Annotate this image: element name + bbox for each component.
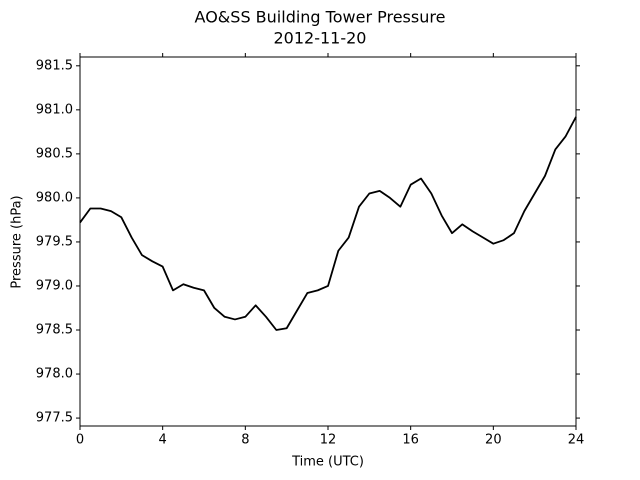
y-tick-label: 980.5 xyxy=(36,146,73,161)
y-tick-label: 979.5 xyxy=(36,234,73,249)
y-tick-label: 980.0 xyxy=(36,190,73,205)
y-tick-label: 981.0 xyxy=(36,102,73,117)
x-tick-label: 16 xyxy=(402,433,419,448)
y-tick-label: 977.5 xyxy=(36,411,73,426)
y-tick-label: 979.0 xyxy=(36,278,73,293)
x-tick-label: 12 xyxy=(320,433,337,448)
y-axis-label: Pressure (hPa) xyxy=(10,195,25,288)
chart-subtitle: 2012-11-20 xyxy=(274,29,367,48)
y-tick-label: 981.5 xyxy=(36,58,73,73)
x-tick-label: 0 xyxy=(76,433,84,448)
line-series xyxy=(79,116,577,331)
x-tick-label: 20 xyxy=(485,433,502,448)
x-tick-label: 8 xyxy=(241,433,249,448)
x-axis-label: Time (UTC) xyxy=(291,455,364,470)
y-tick-label: 978.5 xyxy=(36,323,73,338)
y-tick-label: 978.0 xyxy=(36,367,73,382)
chart-title: AO&SS Building Tower Pressure xyxy=(195,8,446,27)
plot-frame xyxy=(79,56,577,427)
x-tick-label: 24 xyxy=(568,433,585,448)
x-tick-label: 4 xyxy=(159,433,167,448)
